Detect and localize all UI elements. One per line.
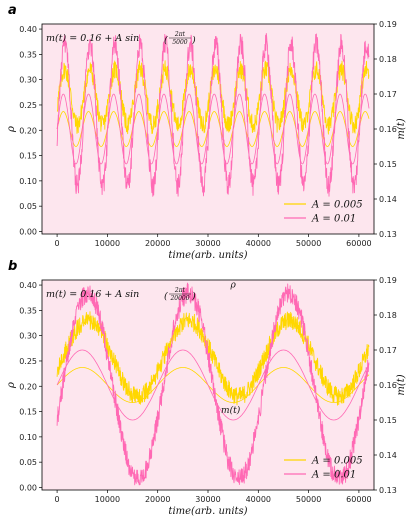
panel-a-axes: 0 10000 20000 30000 40000 50000 60000 0.00 0.05 0… (6, 20, 407, 261)
panel-a-legend: A = 0.005 A = 0.01 (284, 200, 363, 225)
b-ytick-label: 0.20 (19, 382, 37, 391)
panel-a-series (56, 33, 370, 197)
b-xtick-label: 60000 (346, 495, 371, 504)
a-ylabel: ρ (6, 126, 17, 133)
b-annotation-rho: ρ (230, 281, 237, 291)
a-ytick-right-label: 0.13 (379, 230, 397, 239)
a-ytick-label: 0.40 (19, 25, 37, 34)
a-ytick-label: 0.00 (19, 227, 37, 236)
b-xtick-label: 30000 (195, 495, 220, 504)
a-rho-line-0 (56, 60, 370, 135)
a-xtick-label: 60000 (346, 239, 371, 248)
a-xtick-label: 0 (55, 239, 60, 248)
panel-a-label: a (8, 3, 17, 18)
b-legend-label-0: A = 0.005 (311, 456, 363, 467)
b-xlabel: time(arb. units) (168, 506, 247, 517)
b-ytick-right-label: 0.17 (379, 346, 397, 355)
b-annotation-m: m(t) (221, 405, 241, 416)
b-ytick-right-label: 0.18 (379, 311, 397, 320)
b-xtick-label: 10000 (95, 495, 120, 504)
panel-a: a 0 10000 20000 30000 40000 50000 60000 0.00 0.0… (6, 3, 407, 261)
a-ytick-label: 0.30 (19, 76, 37, 85)
a-ytick-right-label: 0.19 (379, 20, 397, 29)
a-equation-paren-open: ( (164, 35, 168, 46)
a-ytick-label: 0.15 (19, 152, 37, 161)
b-equation-main: m(t) = 0.16 + A sin (46, 289, 139, 300)
b-rho-line-1 (56, 282, 370, 486)
b-ytick-label: 0.25 (19, 357, 37, 366)
b-equation-paren-close: ) (191, 291, 196, 302)
b-ytick-label: 0.10 (19, 433, 37, 442)
a-equation-main: m(t) = 0.16 + A sin (46, 33, 139, 44)
a-ytick-label: 0.05 (19, 202, 37, 211)
b-xtick-label: 40000 (246, 495, 271, 504)
b-ytick-label: 0.40 (19, 281, 37, 290)
a-xtick-label: 10000 (95, 239, 120, 248)
a-ytick-right-label: 0.18 (379, 55, 397, 64)
b-xtick-label: 0 (55, 495, 60, 504)
a-equation-paren-close: ) (191, 35, 196, 46)
a-xtick-label: 50000 (296, 239, 321, 248)
b-rho-line-0 (56, 311, 370, 406)
a-ylabel-right: m(t) (396, 118, 407, 139)
a-xtick-label: 30000 (195, 239, 220, 248)
a-ytick-right-label: 0.16 (379, 125, 397, 134)
b-ylabel: ρ (6, 382, 17, 389)
a-ytick-right-label: 0.17 (379, 90, 397, 99)
panel-b-series (56, 282, 370, 486)
a-equation-frac-den: 5000 (172, 39, 187, 46)
panel-b-label: b (8, 259, 17, 274)
b-equation-frac-den: 20000 (169, 295, 189, 302)
a-equation-frac-num: 2πt (174, 31, 186, 38)
a-rho-line-1 (56, 33, 370, 197)
a-ytick-label: 0.10 (19, 177, 37, 186)
b-ytick-label: 0.15 (19, 408, 37, 417)
a-ytick-label: 0.25 (19, 101, 37, 110)
panel-b: b 0 10000 20000 30000 40000 50000 60000 0.00 0.0… (6, 259, 407, 517)
a-xtick-label: 20000 (145, 239, 170, 248)
b-ytick-right-label: 0.13 (379, 486, 397, 495)
b-ytick-label: 0.00 (19, 483, 37, 492)
a-xlabel: time(arb. units) (168, 250, 247, 261)
b-ylabel-right: m(t) (396, 374, 407, 395)
b-legend-label-1: A = 0.01 (311, 470, 356, 481)
panel-b-axes: 0 10000 20000 30000 40000 50000 60000 0.00 0.05 0… (6, 276, 407, 517)
b-xtick-label: 20000 (145, 495, 170, 504)
b-ytick-right-label: 0.14 (379, 451, 397, 460)
a-ytick-right-label: 0.15 (379, 160, 397, 169)
b-ytick-label: 0.05 (19, 458, 37, 467)
a-legend-label-1: A = 0.01 (311, 214, 356, 225)
b-ytick-right-label: 0.15 (379, 416, 397, 425)
a-ytick-label: 0.20 (19, 126, 37, 135)
a-ytick-right-label: 0.14 (379, 195, 397, 204)
b-ytick-right-label: 0.16 (379, 381, 397, 390)
b-ytick-label: 0.35 (19, 306, 37, 315)
panel-b-annotations: ρ m(t) (221, 281, 241, 416)
b-equation-paren-open: ( (164, 291, 168, 302)
b-equation-frac-num: 2πt (174, 287, 186, 294)
panel-b-legend: A = 0.005 A = 0.01 (284, 456, 363, 481)
b-ytick-right-label: 0.19 (379, 276, 397, 285)
a-legend-label-0: A = 0.005 (311, 200, 363, 211)
b-xtick-label: 50000 (296, 495, 321, 504)
b-ytick-label: 0.30 (19, 332, 37, 341)
a-xtick-label: 40000 (246, 239, 271, 248)
a-ytick-label: 0.35 (19, 50, 37, 59)
